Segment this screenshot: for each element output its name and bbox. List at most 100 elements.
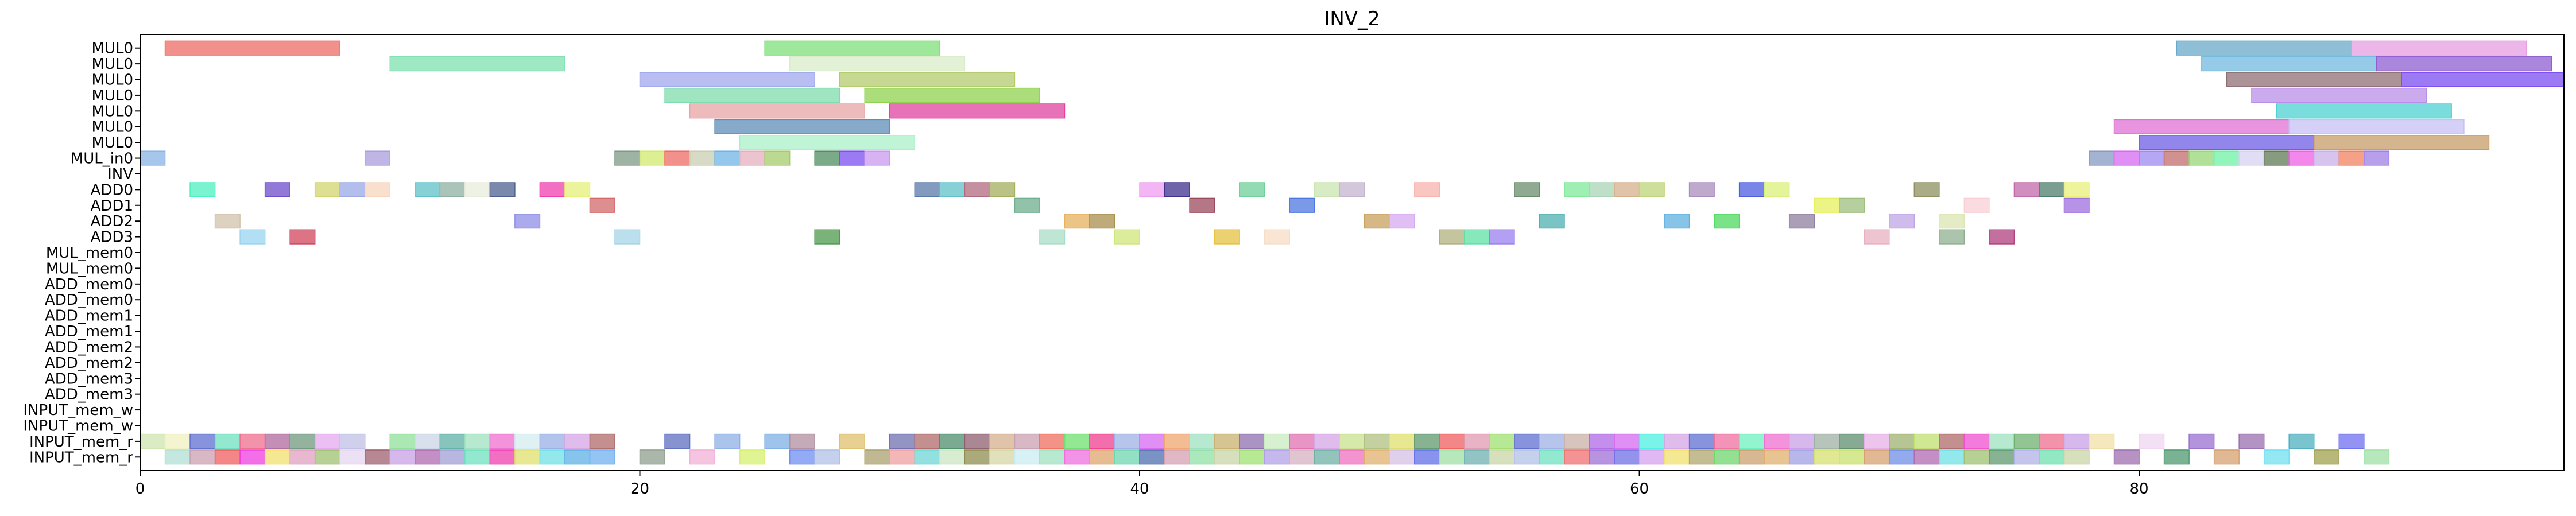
bar-row3-1 bbox=[864, 87, 1040, 103]
bar-row12-1 bbox=[289, 229, 316, 245]
y-tick-label-9: ADD0 bbox=[91, 181, 133, 199]
bar-row9-11 bbox=[914, 182, 940, 197]
bar-row26-68 bbox=[1989, 449, 2015, 465]
bar-row25-25 bbox=[939, 433, 966, 449]
bar-row26-21 bbox=[789, 449, 815, 465]
bar-row7-2 bbox=[614, 150, 641, 166]
bar-row12-3 bbox=[814, 229, 840, 245]
bar-row25-37 bbox=[1239, 433, 1265, 449]
bar-row25-29 bbox=[1039, 433, 1066, 449]
y-tick-label-11: ADD2 bbox=[91, 213, 133, 230]
x-tick-label-3: 60 bbox=[1630, 480, 1649, 498]
bar-row7-14 bbox=[2139, 150, 2165, 166]
bar-row4-1 bbox=[889, 103, 1066, 119]
bar-row25-31 bbox=[1089, 433, 1115, 449]
bar-row12-12 bbox=[1939, 229, 1965, 245]
bar-row26-30 bbox=[1039, 449, 1066, 465]
bar-row25-44 bbox=[1414, 433, 1440, 449]
bar-row10-0 bbox=[589, 197, 615, 213]
bar-row26-55 bbox=[1664, 449, 1690, 465]
bar-row25-71 bbox=[2089, 433, 2115, 449]
bar-row0-1 bbox=[764, 40, 940, 56]
bar-row7-0 bbox=[140, 150, 166, 166]
bar-row26-17 bbox=[589, 449, 615, 465]
bar-row9-18 bbox=[1314, 182, 1340, 197]
y-tick-label-7: MUL_in0 bbox=[71, 150, 133, 168]
bar-row25-55 bbox=[1688, 433, 1715, 449]
bar-row9-2 bbox=[314, 182, 340, 197]
bar-row1-2 bbox=[2201, 56, 2377, 72]
y-tick-label-4: MUL0 bbox=[92, 103, 134, 120]
bar-row26-3 bbox=[239, 449, 266, 465]
bar-row9-1 bbox=[264, 182, 290, 197]
bar-row7-13 bbox=[2113, 150, 2140, 166]
bar-row25-73 bbox=[2188, 433, 2215, 449]
bar-row25-11 bbox=[439, 433, 466, 449]
bar-row9-27 bbox=[1738, 182, 1765, 197]
x-tick-label-4: 80 bbox=[2130, 480, 2149, 498]
bar-row11-0 bbox=[214, 214, 241, 229]
bar-row10-3 bbox=[1289, 197, 1315, 213]
bar-row26-26 bbox=[939, 449, 966, 465]
bar-row11-2 bbox=[1064, 214, 1090, 229]
bar-row25-16 bbox=[564, 433, 591, 449]
bar-row4-0 bbox=[689, 103, 865, 119]
bar-row25-59 bbox=[1788, 433, 1815, 449]
bar-row25-65 bbox=[1939, 433, 1965, 449]
bar-row12-10 bbox=[1489, 229, 1515, 245]
bar-row25-49 bbox=[1539, 433, 1565, 449]
bar-row26-44 bbox=[1389, 449, 1415, 465]
bar-row9-8 bbox=[489, 182, 516, 197]
bar-row3-0 bbox=[664, 87, 840, 103]
bar-row26-16 bbox=[564, 449, 591, 465]
bar-row10-2 bbox=[1189, 197, 1215, 213]
bar-row25-64 bbox=[1913, 433, 1940, 449]
bar-row9-12 bbox=[939, 182, 966, 197]
bar-row9-26 bbox=[1688, 182, 1715, 197]
bar-row26-14 bbox=[514, 449, 541, 465]
bar-row25-68 bbox=[2013, 433, 2040, 449]
bar-row25-28 bbox=[1014, 433, 1040, 449]
bar-row10-1 bbox=[1014, 197, 1040, 213]
bar-row26-36 bbox=[1189, 449, 1215, 465]
bar-row9-14 bbox=[989, 182, 1016, 197]
bar-row25-17 bbox=[589, 433, 615, 449]
bar-row26-56 bbox=[1688, 449, 1715, 465]
bar-row26-46 bbox=[1439, 449, 1465, 465]
bar-row9-19 bbox=[1339, 182, 1365, 197]
bar-row25-4 bbox=[239, 433, 266, 449]
bar-row9-4 bbox=[364, 182, 391, 197]
bar-row26-8 bbox=[364, 449, 391, 465]
bar-row26-1 bbox=[189, 449, 216, 465]
bar-row26-61 bbox=[1814, 449, 1840, 465]
bar-row7-22 bbox=[2338, 150, 2365, 166]
bar-row2-2 bbox=[2226, 72, 2402, 87]
y-tick-label-18: ADD_mem1 bbox=[45, 323, 133, 340]
bar-row25-21 bbox=[789, 433, 815, 449]
bar-row12-2 bbox=[614, 229, 641, 245]
bar-row26-47 bbox=[1464, 449, 1490, 465]
bar-row25-56 bbox=[1714, 433, 1740, 449]
bar-row26-54 bbox=[1638, 449, 1665, 465]
bar-row26-18 bbox=[639, 449, 665, 465]
x-axis: 0 20 40 60 80 bbox=[135, 471, 2149, 498]
bar-row2-3 bbox=[2401, 72, 2565, 87]
y-tick-label-20: ADD_mem2 bbox=[45, 355, 133, 372]
bar-row7-20 bbox=[2288, 150, 2315, 166]
bar-row26-52 bbox=[1589, 449, 1615, 465]
bar-row2-1 bbox=[839, 72, 1016, 87]
bar-row25-72 bbox=[2139, 433, 2165, 449]
bar-row12-4 bbox=[1039, 229, 1066, 245]
bar-row9-10 bbox=[564, 182, 591, 197]
bar-row26-74 bbox=[2213, 449, 2240, 465]
bar-row25-1 bbox=[164, 433, 191, 449]
bar-row25-76 bbox=[2338, 433, 2365, 449]
bar-row9-21 bbox=[1514, 182, 1540, 197]
bar-row26-65 bbox=[1913, 449, 1940, 465]
bar-row25-43 bbox=[1389, 433, 1415, 449]
bar-row26-45 bbox=[1414, 449, 1440, 465]
bar-row25-26 bbox=[964, 433, 990, 449]
bar-row25-12 bbox=[464, 433, 491, 449]
bar-row7-7 bbox=[739, 150, 765, 166]
bar-row25-61 bbox=[1839, 433, 1865, 449]
